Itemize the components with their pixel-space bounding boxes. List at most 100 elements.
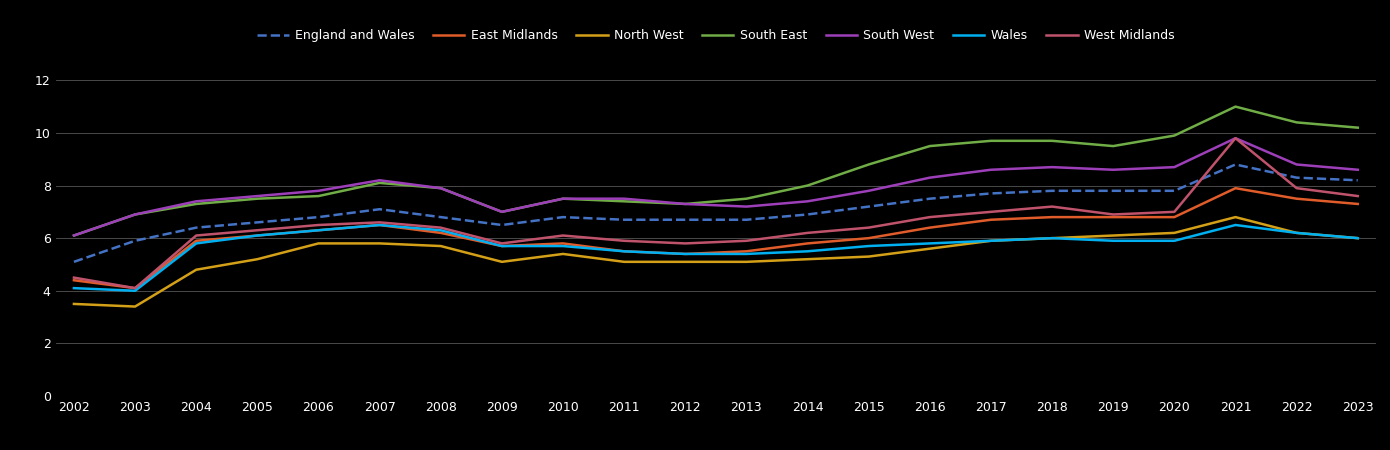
West Midlands [860, 225, 877, 230]
South East [432, 185, 449, 191]
North West [1289, 230, 1305, 236]
North West [738, 259, 755, 265]
South West [555, 196, 571, 202]
East Midlands [616, 248, 632, 254]
West Midlands [1289, 185, 1305, 191]
Wales [432, 228, 449, 233]
West Midlands [1350, 194, 1366, 199]
South East [65, 233, 82, 238]
Wales [310, 228, 327, 233]
South West [738, 204, 755, 209]
Wales [738, 251, 755, 256]
East Midlands [983, 217, 999, 222]
Legend: England and Wales, East Midlands, North West, South East, South West, Wales, Wes: England and Wales, East Midlands, North … [253, 24, 1179, 47]
Wales [1289, 230, 1305, 236]
North West [126, 304, 143, 309]
Wales [1044, 235, 1061, 241]
North West [677, 259, 694, 265]
East Midlands [1166, 214, 1183, 220]
East Midlands [493, 243, 510, 249]
North West [1350, 235, 1366, 241]
North West [1105, 233, 1122, 238]
East Midlands [1044, 214, 1061, 220]
West Midlands [126, 285, 143, 291]
Wales [493, 243, 510, 249]
England and Wales [983, 191, 999, 196]
West Midlands [677, 241, 694, 246]
South West [432, 185, 449, 191]
North West [310, 241, 327, 246]
South East [493, 209, 510, 215]
South East [738, 196, 755, 202]
West Midlands [983, 209, 999, 215]
Wales [1105, 238, 1122, 243]
West Midlands [1166, 209, 1183, 215]
South East [860, 162, 877, 167]
England and Wales [860, 204, 877, 209]
England and Wales [677, 217, 694, 222]
England and Wales [249, 220, 265, 225]
England and Wales [1227, 162, 1244, 167]
Wales [126, 288, 143, 293]
South West [310, 188, 327, 194]
South East [1350, 125, 1366, 130]
West Midlands [249, 228, 265, 233]
Line: Wales: Wales [74, 225, 1358, 291]
North West [249, 256, 265, 262]
Wales [249, 233, 265, 238]
West Midlands [1044, 204, 1061, 209]
England and Wales [310, 214, 327, 220]
North West [555, 251, 571, 256]
Wales [983, 238, 999, 243]
England and Wales [1044, 188, 1061, 194]
North West [1166, 230, 1183, 236]
Wales [1166, 238, 1183, 243]
East Midlands [432, 230, 449, 236]
South West [493, 209, 510, 215]
West Midlands [188, 233, 204, 238]
South East [1166, 133, 1183, 138]
South West [1289, 162, 1305, 167]
North West [188, 267, 204, 272]
East Midlands [922, 225, 938, 230]
Line: East Midlands: East Midlands [74, 188, 1358, 288]
West Midlands [371, 220, 388, 225]
England and Wales [922, 196, 938, 202]
South West [922, 175, 938, 180]
Wales [188, 241, 204, 246]
East Midlands [1227, 185, 1244, 191]
South West [677, 201, 694, 207]
England and Wales [493, 222, 510, 228]
North West [371, 241, 388, 246]
South East [799, 183, 816, 188]
Line: England and Wales: England and Wales [74, 165, 1358, 262]
South East [555, 196, 571, 202]
South East [188, 201, 204, 207]
East Midlands [860, 235, 877, 241]
South West [1350, 167, 1366, 172]
Wales [1350, 235, 1366, 241]
East Midlands [1289, 196, 1305, 202]
South West [371, 178, 388, 183]
Wales [371, 222, 388, 228]
Wales [555, 243, 571, 249]
North West [983, 238, 999, 243]
South West [249, 194, 265, 199]
South East [616, 198, 632, 204]
England and Wales [188, 225, 204, 230]
South West [188, 198, 204, 204]
South West [983, 167, 999, 172]
South East [1289, 120, 1305, 125]
East Midlands [799, 241, 816, 246]
South West [1105, 167, 1122, 172]
West Midlands [799, 230, 816, 236]
West Midlands [310, 222, 327, 228]
South East [677, 201, 694, 207]
East Midlands [371, 222, 388, 228]
North West [432, 243, 449, 249]
East Midlands [555, 241, 571, 246]
East Midlands [65, 278, 82, 283]
South East [126, 212, 143, 217]
South East [1227, 104, 1244, 109]
England and Wales [126, 238, 143, 243]
